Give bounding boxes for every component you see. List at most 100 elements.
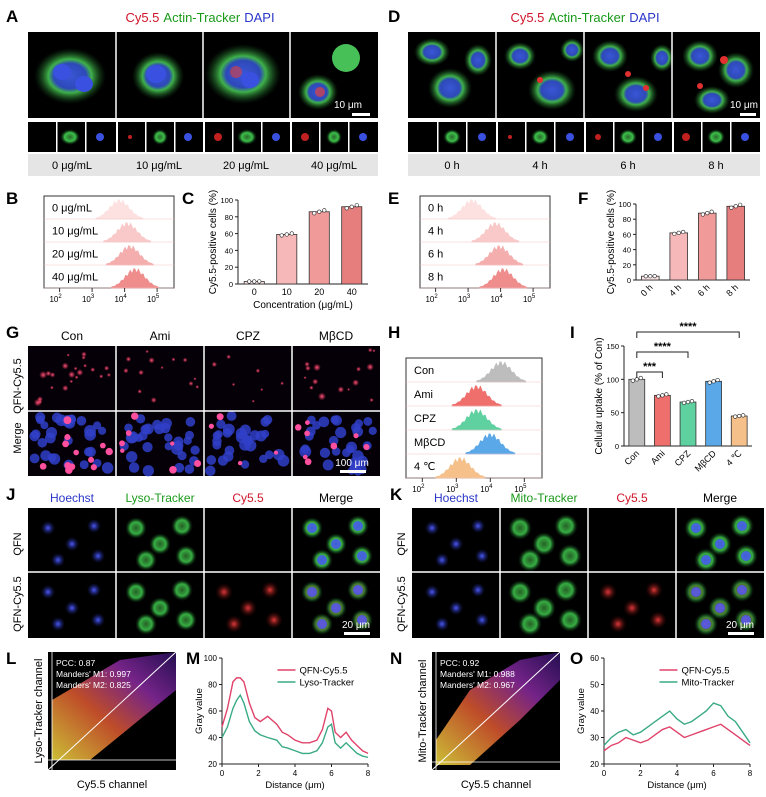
micro-A-1 [132, 52, 184, 100]
C-bar-1 [276, 234, 298, 285]
svg-text:MβCD: MβCD [319, 329, 354, 343]
condition-bar-A [28, 154, 378, 176]
panel-letter-K: K [390, 485, 403, 504]
B-histogram-0 [95, 199, 144, 220]
H-row-label-4: 4 ℃ [414, 461, 436, 473]
F-ytick-4: 80 [623, 215, 631, 224]
O-ytick-0: 20 [590, 760, 599, 769]
I-bar-0 [628, 378, 646, 447]
C-xtick-0: 0 [252, 287, 257, 297]
legend-cy55: Cy5.5 [125, 10, 159, 25]
svg-text:Merge: Merge [703, 491, 737, 505]
E-row-label-2: 6 h [428, 249, 443, 261]
M-ytick-4: 100 [204, 654, 218, 663]
M-xlabel: Distance (μm) [265, 780, 324, 791]
panel-D: Cy5.5 Actin-Tracker DAPI 10 μm 0 h 4 h 6 h… [408, 10, 760, 176]
F-xtick-2: 6 h [696, 282, 712, 298]
O-ytick-1: 30 [590, 734, 599, 743]
svg-text:0 h: 0 h [444, 160, 459, 172]
O-xtick-0: 0 [602, 769, 607, 778]
B-row-label-3: 40 μg/mL [52, 272, 98, 284]
B-histogram-3 [111, 268, 159, 289]
E-histogram-1 [471, 222, 520, 243]
E-xtick-3: 105 [523, 294, 536, 304]
panel-J: Hoechst Lyso-Tracker Cy5.5 Merge QFN QFN… [12, 491, 380, 638]
F-ylabel: Cy5.5-positive cells (%) [606, 190, 617, 294]
H-histogram-1 [451, 385, 502, 407]
I-xtick-4: 4 ℃ [724, 448, 744, 468]
panel-letter-J: J [6, 485, 15, 504]
E-histogram-2 [475, 245, 524, 266]
E-histogram-3 [479, 268, 527, 289]
O-ytick-4: 60 [590, 654, 599, 663]
panel-letter-D: D [388, 7, 400, 26]
B-row-label-0: 0 μg/mL [52, 203, 92, 215]
M-legend-0: QFN-Cy5.5 [299, 666, 347, 677]
O-ytick-3: 50 [590, 681, 599, 690]
panel-letter-O: O [570, 649, 583, 668]
scale-label-J: 20 μm [342, 620, 370, 631]
chart-C: 0 20 40 60 80 100 0 10 20 40 Cy5.5-positive cells … [208, 190, 368, 311]
M-ytick-0: 20 [208, 760, 217, 769]
I-bar-3 [705, 380, 722, 447]
panel-E: 0 h 4 h 6 h 8 h 102 103 104 105 [419, 195, 551, 304]
scale-label-A: 10 μm [334, 100, 362, 111]
C-ytick-3: 60 [225, 230, 233, 239]
svg-text:0 μg/mL: 0 μg/mL [52, 160, 92, 172]
panel-letter-L: L [6, 649, 16, 668]
I-significance-2: **** [679, 321, 697, 333]
micro-D-cells [414, 38, 754, 114]
svg-text:Ami: Ami [150, 329, 171, 343]
M-series-0 [221, 677, 369, 755]
svg-text:PCC: 0.92: PCC: 0.92 [440, 658, 479, 668]
E-xtick-0: 102 [425, 294, 438, 304]
H-histogram-4 [435, 457, 486, 479]
scale-label-G: 100 μm [335, 458, 369, 469]
panel-letter-G: G [6, 323, 19, 342]
I-xtick-0: Con [622, 448, 641, 467]
B-xtick-0: 102 [49, 294, 62, 304]
C-ylabel: Cy5.5-positive cells (%) [208, 190, 219, 294]
F-ytick-0: 0 [627, 276, 631, 285]
panel-N: PCC: 0.92 Manders' M1: 0.988 Manders' M2… [417, 651, 561, 791]
svg-text:10 μg/mL: 10 μg/mL [136, 160, 182, 172]
I-bar-4 [730, 415, 748, 447]
panel-K-cells [425, 514, 758, 636]
I-bar-2 [679, 401, 697, 447]
O-xlabel: Distance (μm) [647, 780, 706, 791]
micro-A-3 [298, 44, 360, 110]
svg-text:4 h: 4 h [532, 160, 547, 172]
panel-letter-A: A [6, 7, 18, 26]
panel-G: Con Ami CPZ MβCD QFN-Cy5.5 Merge 100 μm [12, 329, 380, 477]
ylabel-N: Mito-Tracker channel [417, 660, 429, 763]
F-ytick-2: 40 [623, 246, 631, 255]
I-ytick-3: 150 [606, 342, 619, 351]
F-xtick-3: 8 h [724, 282, 740, 298]
micro-A-0 [34, 48, 106, 104]
I-ylabel: Cellular uptake (% of Con) [594, 337, 605, 454]
stain-legend-A: Cy5.5 Actin-Tracker DAPI [125, 10, 274, 25]
C-ytick-2: 40 [225, 246, 233, 255]
C-bar-2 [308, 211, 330, 285]
H-xtick-3: 105 [514, 484, 527, 494]
svg-text:Manders' M2: 0.825: Manders' M2: 0.825 [56, 680, 131, 690]
panel-B: 0 μg/mL 10 μg/mL 20 μg/mL 40 μg/mL 102 103 104… [43, 195, 175, 304]
svg-text:6 h: 6 h [620, 160, 635, 172]
F-xtick-0: 0 h [639, 282, 655, 298]
svg-text:40 μg/mL: 40 μg/mL [311, 160, 357, 172]
O-xtick-1: 2 [638, 769, 643, 778]
B-row-label-1: 10 μg/mL [52, 226, 98, 238]
panel-A: Cy5.5 Actin-Tracker DAPI 10 μm 0 μg/mL 10 … [28, 10, 378, 176]
condition-labels-D: 0 h 4 h 6 h 8 h [444, 160, 723, 172]
F-ytick-1: 20 [623, 261, 631, 270]
B-xtick-2: 104 [114, 294, 127, 304]
C-ytick-5: 100 [220, 196, 233, 205]
M-xtick-1: 2 [256, 769, 261, 778]
C-bar-3 [341, 206, 363, 285]
H-row-label-0: Con [414, 365, 434, 377]
F-xtick-1: 4 h [667, 282, 683, 298]
H-row-label-1: Ami [414, 389, 433, 401]
